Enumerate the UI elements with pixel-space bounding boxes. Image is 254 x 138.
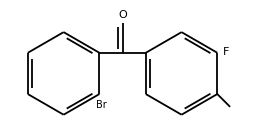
Text: O: O <box>118 10 127 20</box>
Text: F: F <box>223 47 230 57</box>
Text: Br: Br <box>96 100 107 110</box>
